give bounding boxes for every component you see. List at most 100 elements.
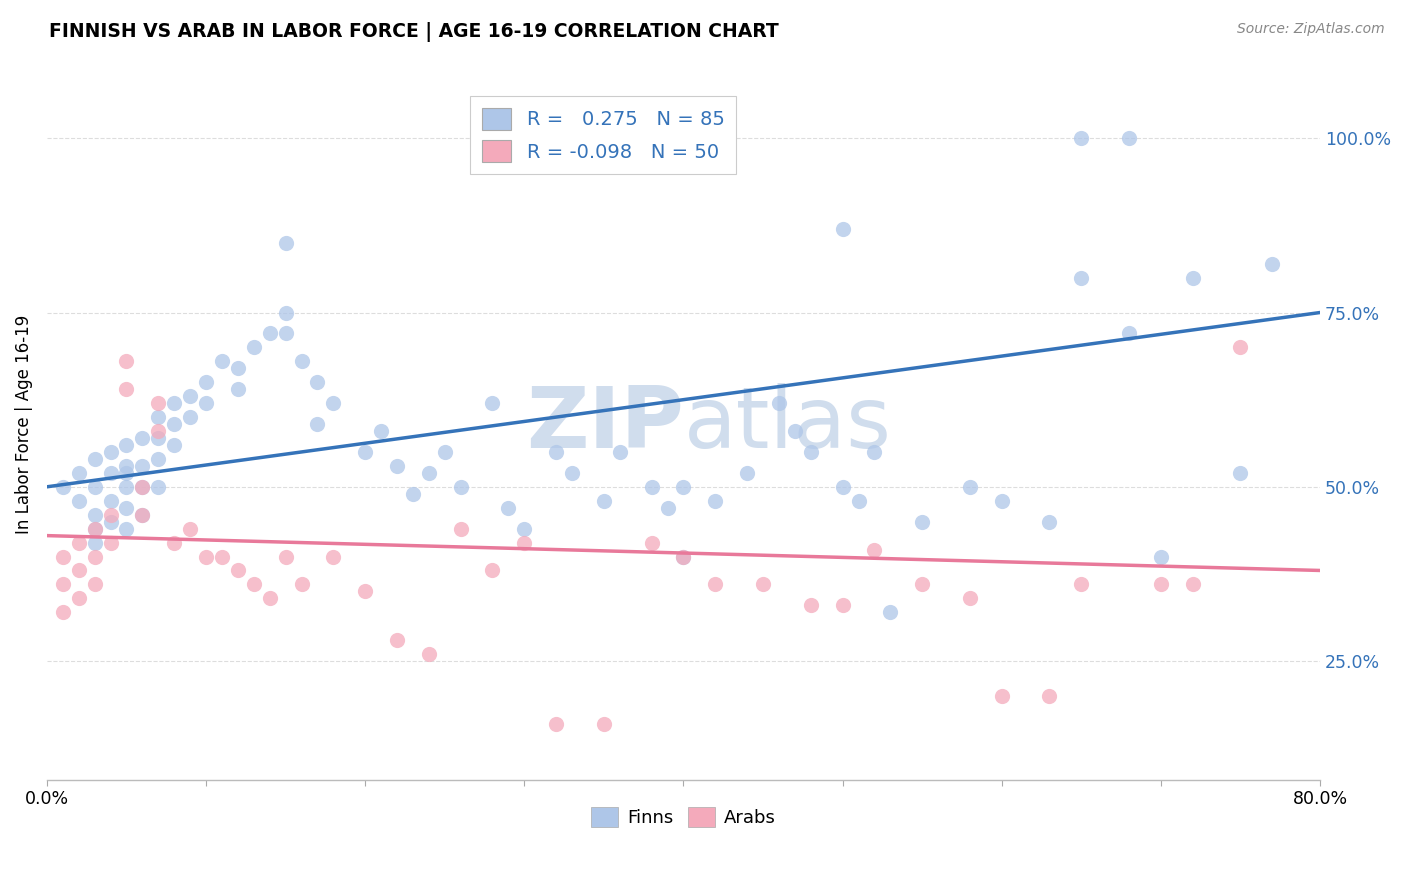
Point bbox=[1150, 577, 1173, 591]
Point bbox=[783, 424, 806, 438]
Point bbox=[735, 466, 758, 480]
Point bbox=[100, 515, 122, 529]
Point bbox=[450, 480, 472, 494]
Point bbox=[163, 417, 186, 431]
Point bbox=[131, 508, 153, 522]
Point bbox=[959, 591, 981, 606]
Point bbox=[546, 445, 568, 459]
Point bbox=[115, 480, 138, 494]
Point bbox=[274, 305, 297, 319]
Point bbox=[879, 605, 901, 619]
Point bbox=[67, 591, 90, 606]
Point bbox=[433, 445, 456, 459]
Point bbox=[131, 508, 153, 522]
Point bbox=[115, 500, 138, 515]
Point bbox=[163, 396, 186, 410]
Point bbox=[672, 549, 695, 564]
Point bbox=[385, 633, 408, 648]
Point bbox=[322, 549, 344, 564]
Point bbox=[100, 535, 122, 549]
Point bbox=[848, 493, 870, 508]
Point bbox=[1150, 549, 1173, 564]
Point bbox=[115, 382, 138, 396]
Point bbox=[385, 458, 408, 473]
Point bbox=[752, 577, 775, 591]
Point bbox=[354, 445, 377, 459]
Point bbox=[242, 577, 264, 591]
Point bbox=[1038, 515, 1060, 529]
Point bbox=[83, 577, 105, 591]
Point bbox=[481, 564, 503, 578]
Point bbox=[640, 535, 662, 549]
Point bbox=[115, 458, 138, 473]
Point bbox=[115, 522, 138, 536]
Point bbox=[131, 480, 153, 494]
Point bbox=[704, 493, 727, 508]
Point bbox=[179, 389, 201, 403]
Point bbox=[131, 458, 153, 473]
Point bbox=[593, 716, 616, 731]
Point bbox=[52, 605, 75, 619]
Point bbox=[179, 410, 201, 425]
Point bbox=[418, 466, 440, 480]
Point bbox=[83, 480, 105, 494]
Y-axis label: In Labor Force | Age 16-19: In Labor Force | Age 16-19 bbox=[15, 315, 32, 533]
Point bbox=[513, 522, 536, 536]
Point bbox=[83, 451, 105, 466]
Point bbox=[52, 480, 75, 494]
Point bbox=[163, 535, 186, 549]
Point bbox=[450, 522, 472, 536]
Point bbox=[354, 584, 377, 599]
Point bbox=[768, 396, 790, 410]
Point bbox=[800, 445, 823, 459]
Text: Source: ZipAtlas.com: Source: ZipAtlas.com bbox=[1237, 22, 1385, 37]
Point bbox=[1070, 131, 1092, 145]
Point bbox=[195, 376, 218, 390]
Point bbox=[226, 361, 249, 376]
Point bbox=[402, 487, 425, 501]
Point bbox=[131, 431, 153, 445]
Text: atlas: atlas bbox=[683, 383, 891, 466]
Text: FINNISH VS ARAB IN LABOR FORCE | AGE 16-19 CORRELATION CHART: FINNISH VS ARAB IN LABOR FORCE | AGE 16-… bbox=[49, 22, 779, 42]
Point bbox=[115, 354, 138, 368]
Point bbox=[242, 340, 264, 354]
Point bbox=[148, 480, 170, 494]
Point bbox=[481, 396, 503, 410]
Point bbox=[498, 500, 520, 515]
Point bbox=[67, 466, 90, 480]
Point bbox=[1070, 577, 1092, 591]
Point bbox=[672, 549, 695, 564]
Point bbox=[179, 522, 201, 536]
Point bbox=[148, 451, 170, 466]
Point bbox=[1181, 270, 1204, 285]
Point bbox=[83, 535, 105, 549]
Point bbox=[259, 326, 281, 341]
Point bbox=[546, 716, 568, 731]
Point bbox=[831, 480, 853, 494]
Point bbox=[83, 522, 105, 536]
Point bbox=[307, 417, 329, 431]
Point bbox=[863, 445, 886, 459]
Point bbox=[863, 542, 886, 557]
Point bbox=[67, 535, 90, 549]
Point bbox=[1118, 131, 1140, 145]
Point bbox=[990, 689, 1012, 703]
Point bbox=[115, 438, 138, 452]
Point bbox=[307, 376, 329, 390]
Point bbox=[83, 522, 105, 536]
Point bbox=[83, 549, 105, 564]
Point bbox=[195, 396, 218, 410]
Point bbox=[163, 438, 186, 452]
Point bbox=[831, 599, 853, 613]
Point bbox=[274, 549, 297, 564]
Point bbox=[1118, 326, 1140, 341]
Point bbox=[226, 564, 249, 578]
Point bbox=[609, 445, 631, 459]
Point bbox=[657, 500, 679, 515]
Point bbox=[211, 354, 233, 368]
Point bbox=[274, 326, 297, 341]
Point bbox=[211, 549, 233, 564]
Point bbox=[418, 647, 440, 661]
Point bbox=[1229, 466, 1251, 480]
Point bbox=[148, 410, 170, 425]
